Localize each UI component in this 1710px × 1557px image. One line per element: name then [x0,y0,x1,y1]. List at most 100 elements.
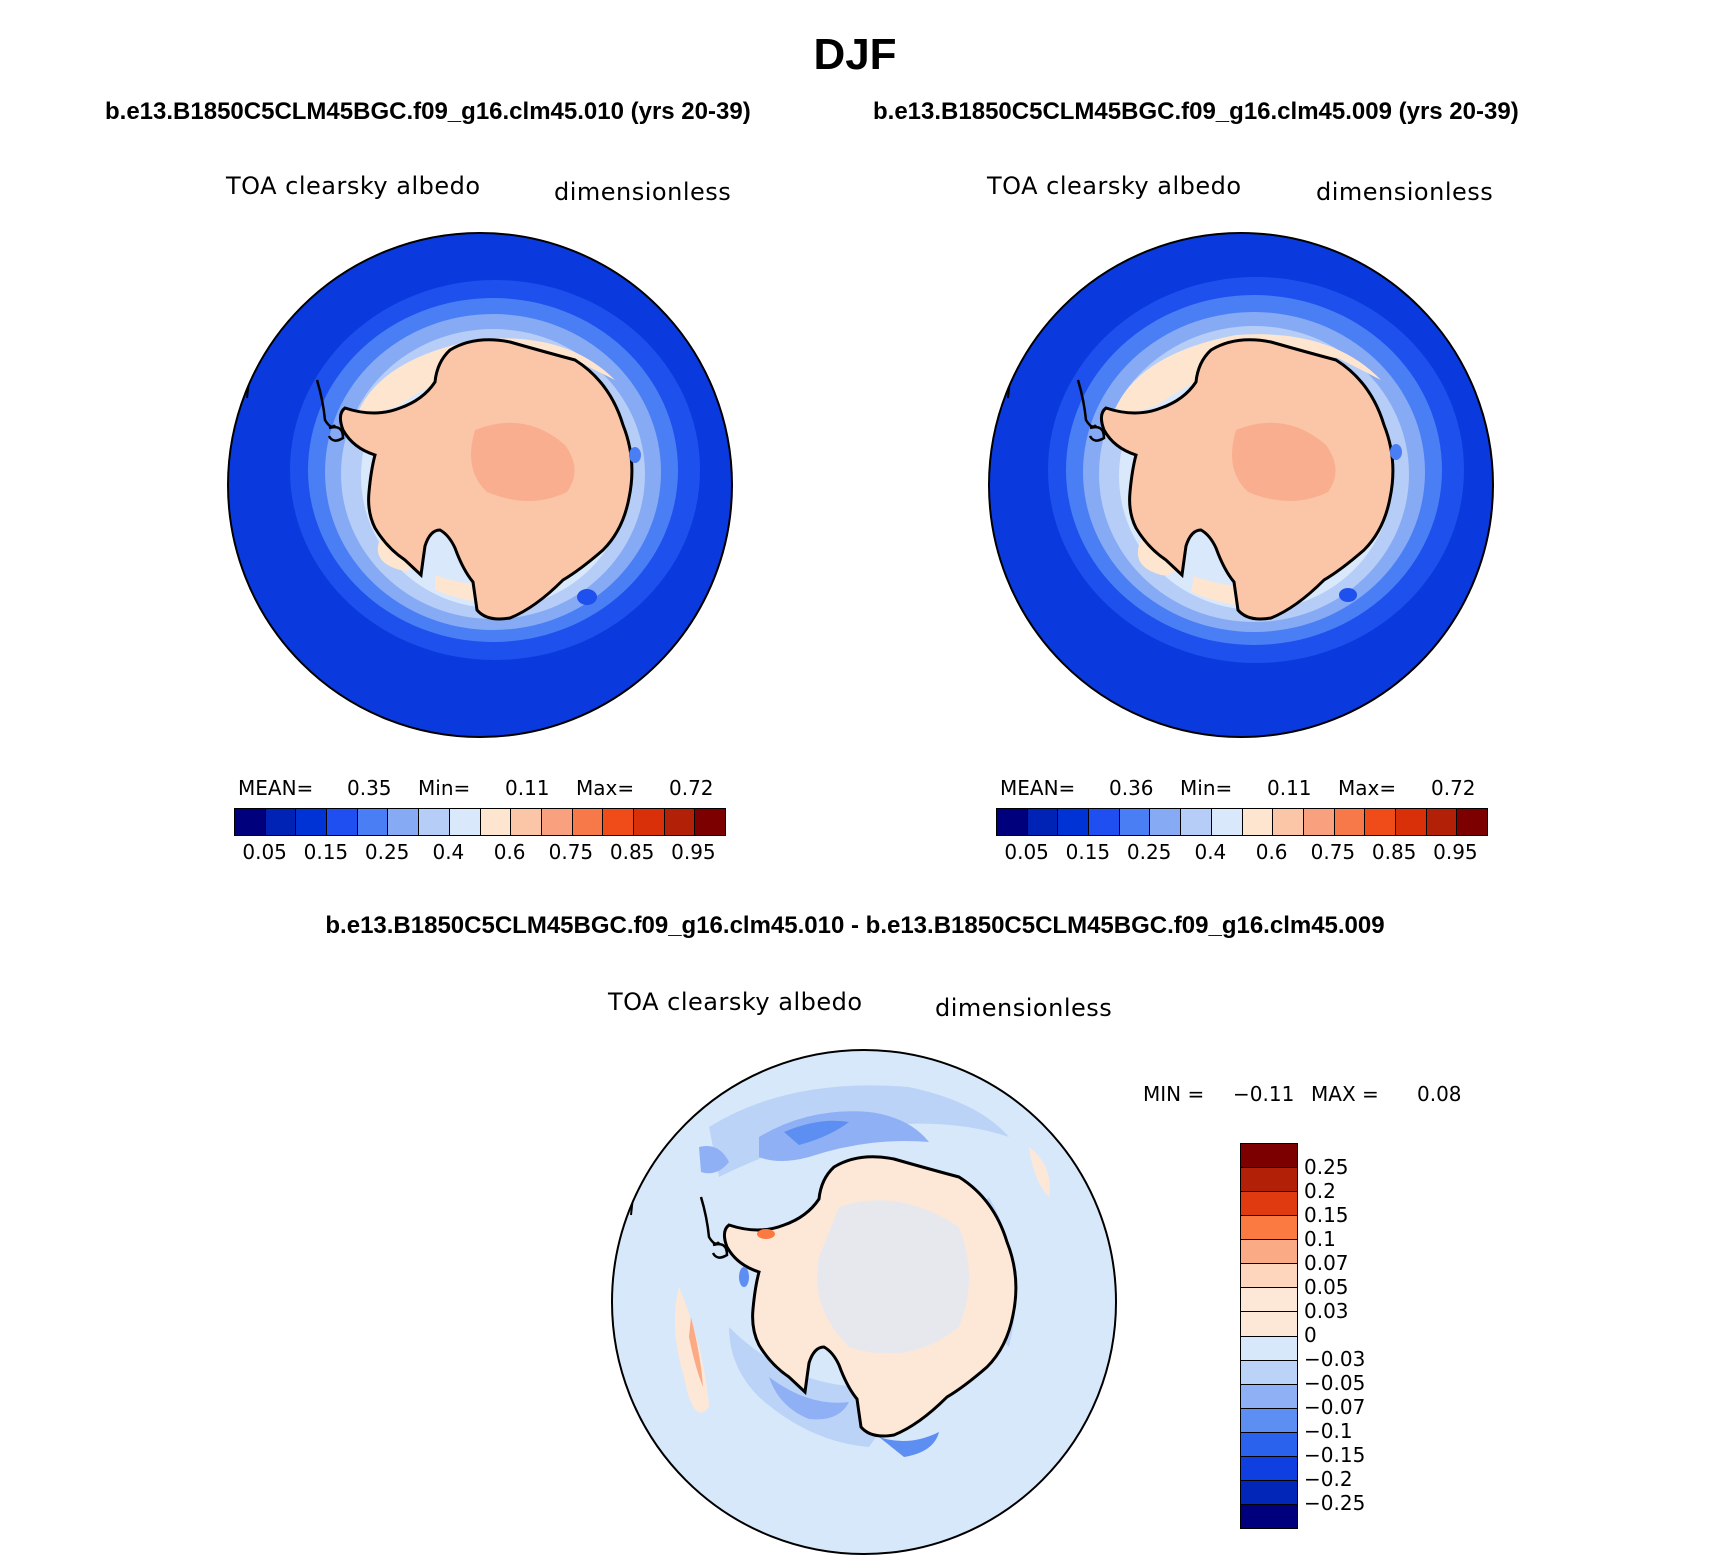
colorbar-tick-label: 0.15 [1065,840,1111,864]
colorbar-tick-label: 0.95 [1433,840,1478,864]
case1-colorbar-labels: 0.05 0.15 0.25 0.4 0.6 0.75 0.85 0.95 [234,840,724,866]
case1-variable-label: TOA clearsky albedo [226,172,481,200]
colorbar-tick-label: 0.15 [1304,1203,1349,1227]
colorbar-tick-label: 0.05 [242,840,287,864]
case2-variable-label: TOA clearsky albedo [987,172,1242,200]
colorbar-swatch [448,809,480,835]
case1-max-value: 0.72 [669,776,714,800]
colorbar-tick-label: 0.15 [303,840,349,864]
colorbar-tick-label: 0 [1304,1323,1317,1347]
colorbar-tick-label: −0.03 [1304,1347,1366,1371]
case1-title: b.e13.B1850C5CLM45BGC.f09_g16.clm45.010 … [105,98,751,125]
colorbar-swatch [1241,1144,1297,1168]
case1-colorbar [234,808,726,836]
diff-units-label: dimensionless [935,994,1113,1022]
colorbar-swatch [1364,809,1395,835]
colorbar-tick-label: 0.4 [432,840,465,864]
case2-polar-map [988,232,1494,738]
colorbar-swatch [1456,809,1487,835]
colorbar-swatch [1333,809,1365,835]
colorbar-tick-label: 0.2 [1304,1179,1336,1203]
colorbar-swatch [1241,1167,1297,1192]
colorbar-swatch [663,809,695,835]
colorbar-swatch [1180,809,1211,835]
colorbar-swatch [1394,809,1426,835]
colorbar-swatch [1241,1311,1297,1336]
colorbar-tick-label: −0.2 [1304,1467,1353,1491]
colorbar-tick-label: 0.05 [1304,1275,1349,1299]
colorbar-swatch [1241,1263,1297,1288]
colorbar-swatch [1241,1407,1297,1432]
case1-mean-value: 0.35 [347,776,392,800]
colorbar-swatch [1149,809,1181,835]
case1-max-label: Max= [576,776,635,800]
case2-title: b.e13.B1850C5CLM45BGC.f09_g16.clm45.009 … [873,98,1519,125]
case1-polar-map [227,232,733,738]
colorbar-tick-label: 0.75 [548,840,594,864]
colorbar-swatch [295,809,327,835]
colorbar-swatch [356,809,388,835]
colorbar-tick-label: 0.25 [1126,840,1172,864]
colorbar-tick-label: −0.25 [1304,1491,1366,1515]
case1-min-label: Min= [418,776,471,800]
case2-mean-label: MEAN= [1000,776,1076,800]
colorbar-swatch [1425,809,1457,835]
case2-min-value: 0.11 [1267,776,1312,800]
colorbar-swatch [1241,1215,1297,1240]
colorbar-swatch [1241,809,1273,835]
colorbar-swatch [1241,1383,1297,1408]
diff-max-value: 0.08 [1417,1082,1462,1106]
colorbar-tick-label: 0.85 [1371,840,1417,864]
colorbar-tick-label: 0.85 [609,840,655,864]
colorbar-swatch [264,809,296,835]
season-title: DJF [813,30,897,79]
case2-units-label: dimensionless [1316,178,1494,206]
colorbar-swatch [1057,809,1089,835]
colorbar-swatch [1241,1431,1297,1456]
colorbar-swatch [510,809,541,835]
colorbar-swatch [1241,1335,1297,1360]
case1-units-label: dimensionless [554,178,732,206]
colorbar-swatch [632,809,664,835]
case2-max-value: 0.72 [1431,776,1476,800]
diff-colorbar-labels: 0.25 0.2 0.15 0.1 0.07 0.05 0.03 0 −0.03 −0.05 −0.… [1304,1143,1424,1527]
colorbar-swatch [997,809,1027,835]
colorbar-tick-label: 0.4 [1194,840,1227,864]
diff-max-label: MAX = [1311,1082,1379,1106]
case2-colorbar [996,808,1488,836]
colorbar-tick-label: −0.07 [1304,1395,1366,1419]
diff-variable-label: TOA clearsky albedo [608,988,863,1016]
colorbar-tick-label: −0.1 [1304,1419,1353,1443]
colorbar-swatch [1241,1455,1297,1480]
colorbar-swatch [1302,809,1334,835]
colorbar-tick-label: 0.05 [1004,840,1049,864]
colorbar-swatch [1241,1479,1297,1504]
case2-min-label: Min= [1180,776,1233,800]
colorbar-swatch [235,809,265,835]
colorbar-tick-label: 0.75 [1310,840,1356,864]
case1-mean-label: MEAN= [238,776,314,800]
colorbar-swatch [571,809,603,835]
colorbar-swatch [1272,809,1303,835]
colorbar-tick-label: 0.25 [364,840,410,864]
colorbar-swatch [418,809,449,835]
colorbar-swatch [1241,1239,1297,1264]
colorbar-tick-label: 0.6 [1255,840,1288,864]
colorbar-swatch [479,809,511,835]
colorbar-tick-label: 0.1 [1304,1227,1336,1251]
diff-min-label: MIN = [1143,1082,1205,1106]
diff-polar-map [611,1049,1117,1555]
diff-title: b.e13.B1850C5CLM45BGC.f09_g16.clm45.010 … [325,912,1385,939]
colorbar-tick-label: 0.07 [1304,1251,1349,1275]
colorbar-swatch [540,809,572,835]
colorbar-swatch [1210,809,1242,835]
colorbar-swatch [326,809,357,835]
diff-colorbar [1240,1143,1298,1529]
colorbar-tick-label: −0.05 [1304,1371,1366,1395]
case2-mean-value: 0.36 [1109,776,1154,800]
colorbar-tick-label: 0.03 [1304,1299,1349,1323]
colorbar-tick-label: 0.25 [1304,1155,1349,1179]
colorbar-swatch [1241,1287,1297,1312]
colorbar-tick-label: 0.6 [493,840,526,864]
colorbar-swatch [694,809,725,835]
